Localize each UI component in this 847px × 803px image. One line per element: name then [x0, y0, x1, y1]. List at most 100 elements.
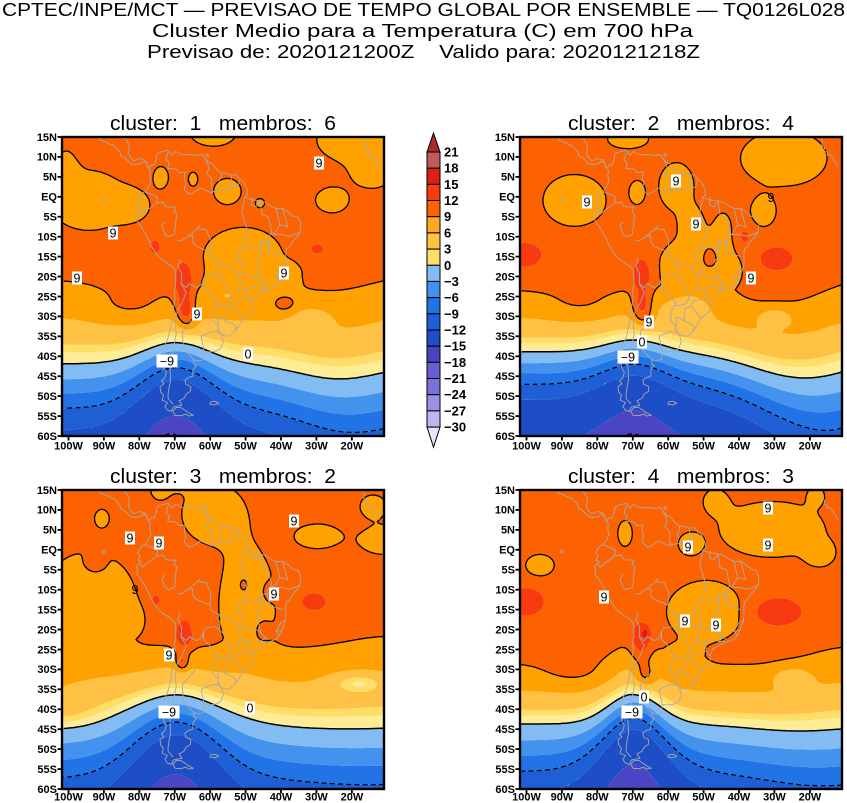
svg-text:9: 9 — [673, 175, 680, 189]
svg-text:100W: 100W — [512, 441, 541, 453]
svg-text:9: 9 — [682, 615, 689, 629]
svg-text:18: 18 — [444, 161, 458, 176]
svg-text:−9: −9 — [621, 351, 635, 365]
svg-text:9: 9 — [765, 502, 772, 516]
svg-text:35S: 35S — [37, 684, 57, 696]
svg-text:9: 9 — [74, 272, 81, 286]
svg-text:60W: 60W — [199, 441, 222, 453]
svg-text:60S: 60S — [37, 784, 57, 796]
svg-text:0: 0 — [639, 336, 646, 350]
svg-text:−9: −9 — [162, 706, 176, 720]
svg-text:9: 9 — [281, 267, 288, 281]
svg-text:55S: 55S — [495, 764, 515, 776]
svg-text:60S: 60S — [37, 431, 57, 443]
svg-text:5S: 5S — [502, 212, 515, 224]
svg-text:9: 9 — [646, 316, 653, 330]
svg-text:50W: 50W — [234, 792, 257, 803]
svg-text:5N: 5N — [43, 172, 57, 184]
svg-text:20S: 20S — [37, 624, 57, 636]
svg-text:9: 9 — [166, 649, 173, 663]
svg-text:9: 9 — [713, 619, 720, 633]
svg-text:3: 3 — [444, 242, 451, 257]
svg-text:−24: −24 — [444, 387, 467, 402]
svg-text:9: 9 — [291, 515, 298, 529]
svg-text:−9: −9 — [444, 306, 459, 321]
svg-text:−9: −9 — [160, 355, 174, 369]
svg-text:20S: 20S — [495, 271, 515, 283]
svg-text:10N: 10N — [37, 152, 57, 164]
svg-text:cluster: 2 membros: 4: cluster: 2 membros: 4 — [568, 113, 794, 135]
svg-text:45S: 45S — [495, 371, 515, 383]
svg-text:10N: 10N — [495, 505, 515, 517]
svg-text:25S: 25S — [495, 644, 515, 656]
svg-text:15N: 15N — [495, 485, 515, 497]
svg-text:50W: 50W — [692, 441, 715, 453]
svg-text:30W: 30W — [763, 792, 786, 803]
svg-text:40S: 40S — [37, 704, 57, 716]
svg-text:10N: 10N — [37, 505, 57, 517]
svg-text:EQ: EQ — [499, 545, 515, 557]
svg-text:50W: 50W — [234, 441, 257, 453]
svg-text:30W: 30W — [763, 441, 786, 453]
svg-text:60W: 60W — [657, 792, 680, 803]
svg-text:10S: 10S — [37, 585, 57, 597]
svg-text:9: 9 — [748, 272, 755, 286]
svg-text:5S: 5S — [502, 565, 515, 577]
svg-text:50S: 50S — [495, 391, 515, 403]
svg-text:20S: 20S — [495, 624, 515, 636]
svg-text:40W: 40W — [728, 792, 751, 803]
svg-text:Cluster Medio para a Temperatu: Cluster Medio para a Temperatura (C) em … — [152, 20, 694, 41]
svg-text:30W: 30W — [305, 792, 328, 803]
svg-text:9: 9 — [271, 588, 278, 602]
svg-text:90W: 90W — [551, 792, 574, 803]
svg-text:100W: 100W — [54, 441, 83, 453]
svg-text:35S: 35S — [495, 331, 515, 343]
svg-text:70W: 70W — [621, 792, 644, 803]
svg-text:15N: 15N — [495, 132, 515, 144]
svg-text:30S: 30S — [495, 311, 515, 323]
svg-text:70W: 70W — [163, 792, 186, 803]
svg-text:9: 9 — [584, 196, 591, 210]
svg-text:15S: 15S — [495, 251, 515, 263]
svg-text:0: 0 — [641, 691, 648, 705]
svg-text:5S: 5S — [44, 212, 57, 224]
svg-text:−3: −3 — [444, 274, 459, 289]
svg-text:15S: 15S — [495, 604, 515, 616]
svg-text:CPTEC/INPE/MCT — PREVISAO DE T: CPTEC/INPE/MCT — PREVISAO DE TEMPO GLOBA… — [2, 0, 845, 20]
svg-text:20W: 20W — [341, 792, 364, 803]
svg-text:35S: 35S — [495, 684, 515, 696]
svg-text:EQ: EQ — [41, 192, 57, 204]
svg-text:9: 9 — [693, 218, 700, 232]
svg-text:45S: 45S — [495, 724, 515, 736]
svg-text:9: 9 — [132, 583, 139, 597]
svg-text:100W: 100W — [54, 792, 83, 803]
svg-text:9: 9 — [127, 532, 134, 546]
svg-text:5N: 5N — [501, 172, 515, 184]
svg-text:35S: 35S — [37, 331, 57, 343]
svg-text:0: 0 — [245, 348, 252, 362]
svg-text:−18: −18 — [444, 355, 466, 370]
svg-text:−27: −27 — [444, 403, 466, 418]
svg-text:9: 9 — [444, 209, 451, 224]
svg-text:cluster: 1 membros: 6: cluster: 1 membros: 6 — [110, 113, 336, 135]
svg-text:9: 9 — [601, 591, 608, 605]
svg-text:40S: 40S — [495, 704, 515, 716]
svg-text:15N: 15N — [37, 485, 57, 497]
svg-text:40W: 40W — [728, 441, 751, 453]
svg-text:10S: 10S — [495, 585, 515, 597]
svg-text:60W: 60W — [199, 792, 222, 803]
svg-text:55S: 55S — [37, 411, 57, 423]
svg-text:50S: 50S — [37, 391, 57, 403]
svg-text:40S: 40S — [37, 351, 57, 363]
svg-text:15N: 15N — [37, 132, 57, 144]
svg-text:9: 9 — [685, 541, 692, 555]
svg-text:50S: 50S — [495, 744, 515, 756]
svg-text:10S: 10S — [495, 232, 515, 244]
svg-text:15S: 15S — [37, 604, 57, 616]
svg-text:40S: 40S — [495, 351, 515, 363]
svg-text:60S: 60S — [495, 784, 515, 796]
svg-text:45S: 45S — [37, 724, 57, 736]
svg-text:10N: 10N — [495, 152, 515, 164]
svg-text:20W: 20W — [799, 792, 822, 803]
svg-text:30S: 30S — [495, 664, 515, 676]
